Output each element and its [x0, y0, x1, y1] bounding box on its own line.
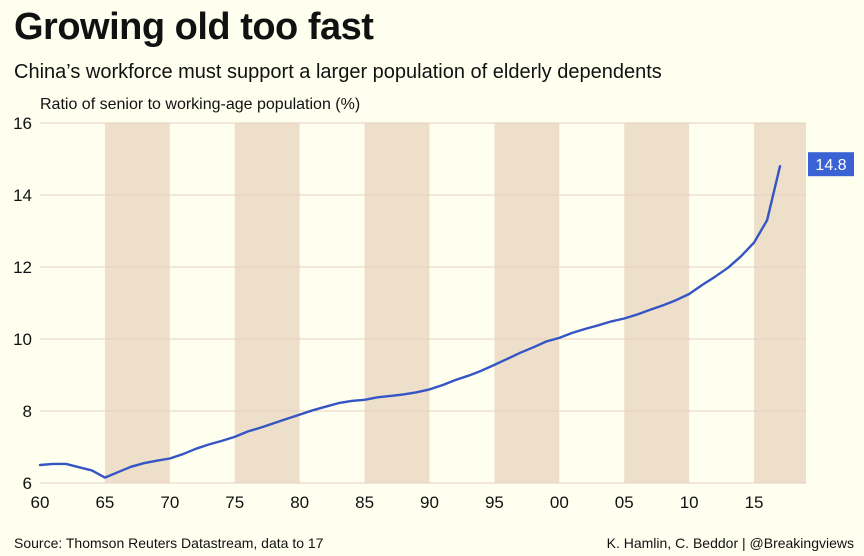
x-tick-label: 85 — [355, 493, 374, 512]
period-band — [364, 123, 430, 483]
end-value-badge — [808, 152, 854, 177]
x-tick-label: 60 — [31, 493, 50, 512]
x-tick-label: 75 — [225, 493, 244, 512]
x-tick-label: 15 — [745, 493, 764, 512]
period-band — [234, 123, 300, 483]
end-value-label: 14.8 — [815, 157, 846, 174]
x-tick-label: 80 — [290, 493, 309, 512]
period-band — [104, 123, 170, 483]
period-band — [754, 123, 806, 483]
y-tick-label: 12 — [13, 258, 32, 277]
credit-note: K. Hamlin, C. Beddor | @Breakingviews — [606, 535, 854, 551]
series-line — [38, 164, 782, 479]
x-tick-label: 10 — [680, 493, 699, 512]
period-band — [624, 123, 690, 483]
y-axis-label: Ratio of senior to working-age populatio… — [40, 96, 361, 113]
source-note: Source: Thomson Reuters Datastream, data… — [14, 535, 324, 551]
x-tick-label: 95 — [485, 493, 504, 512]
x-tick-label: 65 — [95, 493, 114, 512]
x-tick-label: 90 — [420, 493, 439, 512]
chart-subtitle: China’s workforce must support a larger … — [14, 61, 662, 83]
period-band — [494, 123, 560, 483]
x-tick-label: 05 — [615, 493, 634, 512]
y-tick-label: 16 — [13, 114, 32, 133]
chart-title: Growing old too fast — [14, 6, 374, 48]
x-tick-label: 00 — [550, 493, 569, 512]
y-tick-label: 6 — [23, 474, 32, 493]
y-tick-label: 10 — [13, 330, 32, 349]
x-tick-label: 70 — [160, 493, 179, 512]
y-tick-label: 8 — [23, 402, 32, 421]
y-tick-label: 14 — [13, 186, 32, 205]
